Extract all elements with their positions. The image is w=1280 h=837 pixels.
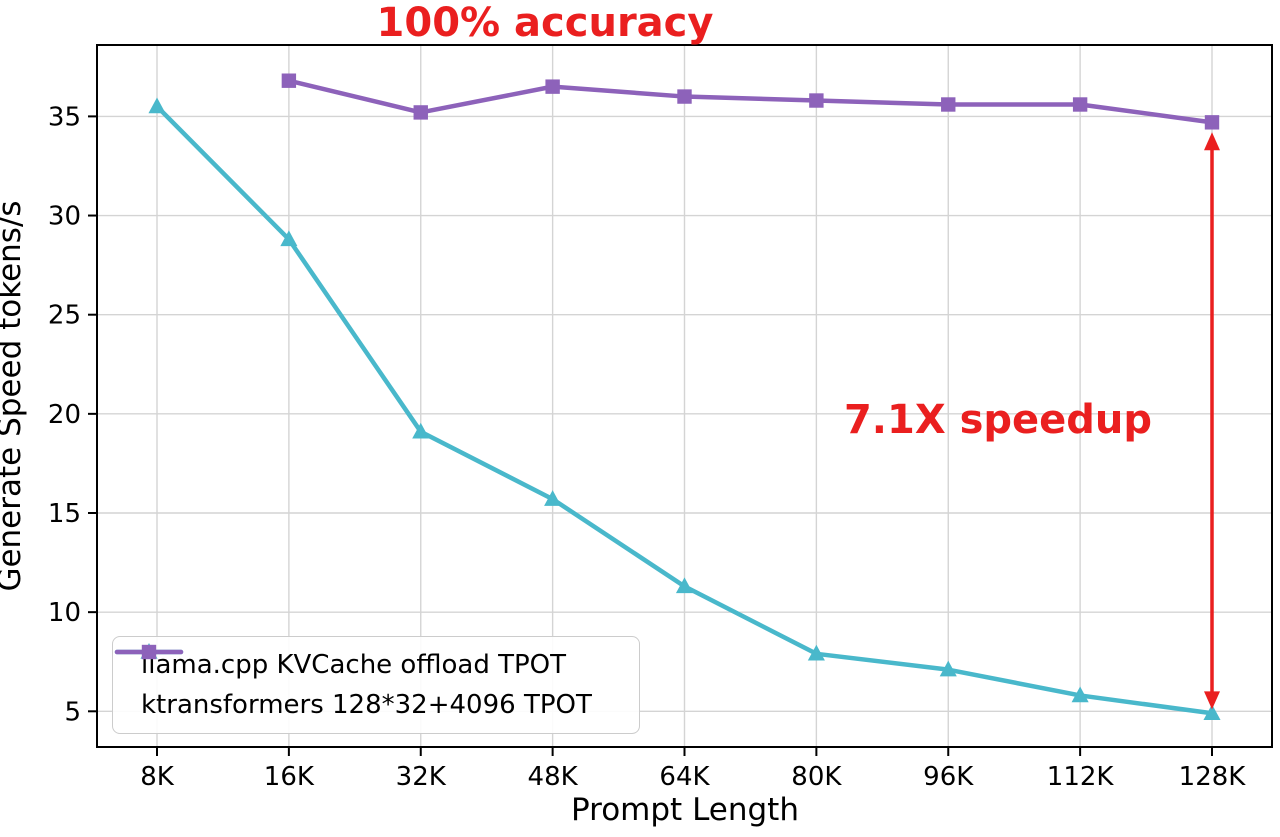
speedup-annotation: 7.1X speedup <box>843 397 1153 443</box>
svg-text:10: 10 <box>48 598 81 628</box>
svg-text:8K: 8K <box>140 762 175 792</box>
legend-label: ktransformers 128*32+4096 TPOT <box>141 690 592 720</box>
svg-text:32K: 32K <box>396 762 447 792</box>
svg-text:35: 35 <box>48 102 81 132</box>
svg-text:25: 25 <box>48 301 81 331</box>
svg-text:96K: 96K <box>923 762 974 792</box>
svg-text:5: 5 <box>64 697 81 727</box>
svg-text:128K: 128K <box>1179 762 1247 792</box>
y-axis-label: Generate Speed tokens/s <box>0 200 28 592</box>
x-axis-label: Prompt Length <box>571 792 799 828</box>
legend-label: llama.cpp KVCache offload TPOT <box>141 650 566 680</box>
legend-item-ktransformers: ktransformers 128*32+4096 TPOT <box>114 644 625 725</box>
svg-text:20: 20 <box>48 400 81 430</box>
svg-text:15: 15 <box>48 499 81 529</box>
svg-text:80K: 80K <box>791 762 842 792</box>
svg-text:64K: 64K <box>659 762 710 792</box>
square-marker-icon <box>114 644 184 660</box>
chart-title: 100% accuracy <box>376 0 714 46</box>
legend-item-llama: llama.cpp KVCache offload TPOT <box>114 643 625 685</box>
svg-text:30: 30 <box>48 202 81 232</box>
svg-text:112K: 112K <box>1047 762 1115 792</box>
svg-text:16K: 16K <box>264 762 315 792</box>
legend: llama.cpp KVCache offload TPOT ktransfor… <box>112 636 640 734</box>
svg-text:48K: 48K <box>528 762 579 792</box>
